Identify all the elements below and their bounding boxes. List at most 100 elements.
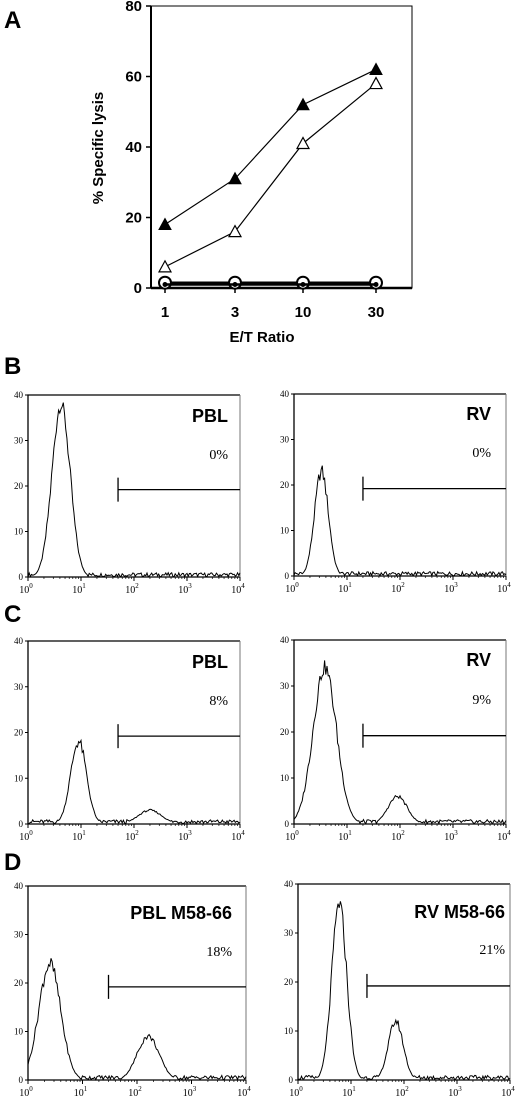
panel-label-b: B (4, 353, 21, 380)
histogram-x-tick-label: 101 (342, 1085, 356, 1099)
panel-label-d: D (4, 849, 21, 876)
lysis-plot-frame (150, 5, 413, 289)
lysis-point-filled-triangle (369, 62, 383, 75)
histogram-x-tick-label: 103 (444, 829, 458, 843)
histogram-percent: 21% (479, 943, 505, 958)
histogram-x-tick-label: 100 (19, 1085, 33, 1099)
histogram-x-tick-label: 101 (74, 1085, 88, 1099)
lysis-series-line (164, 68, 377, 226)
histogram-y-tick-label: 40 (280, 635, 290, 645)
histogram-title: PBL (192, 406, 228, 426)
histogram-y-tick-label: 10 (14, 1027, 24, 1037)
histogram-x-tick-label: 104 (231, 829, 245, 843)
histogram-y-tick-label: 40 (14, 881, 24, 891)
lysis-series (157, 62, 384, 290)
lysis-point-filled-circle (232, 281, 238, 287)
histogram-x-tick-label: 103 (178, 829, 192, 843)
lysis-series-line (164, 83, 377, 268)
lysis-y-tick-label: 60 (125, 69, 142, 86)
histogram-x-tick-label: 104 (231, 582, 245, 596)
histogram-y-tick-label: 0 (19, 1075, 24, 1085)
histogram-y-tick-label: 30 (280, 435, 290, 445)
histogram-x-tick-label: 100 (289, 1085, 303, 1099)
lysis-y-tick-label: 0 (134, 280, 142, 297)
histogram-b-pbl: 0 10 20 30 40 100 101 102 103 104 PBL 0% (14, 390, 245, 596)
lysis-point-filled-triangle (158, 217, 172, 231)
histogram-y-tick-label: 0 (19, 572, 24, 582)
histogram-y-tick-label: 0 (19, 819, 24, 829)
histogram-percent: 8% (209, 694, 228, 709)
histogram-y-tick-label: 20 (14, 978, 24, 988)
lysis-point-filled-circle (300, 281, 306, 287)
histogram-c-pbl: 0 10 20 30 40 100 101 102 103 104 PBL 8% (14, 636, 245, 843)
lysis-y-axis-label: % Specific lysis (90, 92, 107, 205)
histogram-percent: 0% (472, 446, 491, 461)
histogram-title: RV (466, 650, 491, 670)
histogram-x-tick-label: 103 (444, 581, 458, 595)
histogram-x-tick-label: 104 (237, 1085, 251, 1099)
histogram-x-tick-label: 100 (285, 829, 299, 843)
lysis-x-tick-label: 30 (368, 304, 385, 321)
lysis-point-filled-triangle (296, 97, 310, 111)
histogram-y-tick-label: 30 (280, 681, 290, 691)
lysis-y-tick-label: 80 (125, 0, 142, 15)
histogram-trace (27, 738, 241, 825)
histogram-x-tick-label: 102 (391, 581, 405, 595)
panel-label-a: A (4, 7, 21, 34)
histogram-title: RV M58-66 (414, 902, 505, 922)
histogram-d-pbl-m58-66: 0 10 20 30 40 100 101 102 103 104 PBL M58-66 18% (14, 881, 251, 1099)
histogram-x-tick-label: 103 (448, 1085, 462, 1099)
histogram-trace (27, 958, 247, 1081)
histogram-x-tick-label: 101 (338, 581, 352, 595)
lysis-y-tick-label: 20 (125, 210, 142, 227)
histogram-y-tick-label: 10 (14, 527, 24, 537)
histogram-y-tick-label: 0 (285, 819, 290, 829)
histogram-x-tick-label: 102 (125, 829, 139, 843)
histogram-d-rv-m58-66: 0 10 20 30 40 100 101 102 103 104 RV M58-66 21% (284, 879, 515, 1099)
lysis-x-tick-label: 3 (231, 304, 239, 321)
histogram-x-tick-label: 101 (72, 829, 86, 843)
histogram-x-tick-label: 102 (128, 1085, 142, 1099)
histogram-x-tick-label: 102 (391, 829, 405, 843)
histogram-y-tick-label: 20 (280, 480, 290, 490)
lysis-point-open-triangle (295, 136, 311, 150)
lysis-point-filled-circle (162, 281, 168, 287)
lysis-x-axis-label: E/T Ratio (229, 329, 294, 346)
lysis-point-open-triangle (227, 224, 243, 238)
histogram-y-tick-label: 40 (14, 390, 24, 400)
lysis-y-tick-label: 40 (125, 139, 142, 156)
histogram-x-tick-label: 104 (497, 581, 511, 595)
lysis-point-open-triangle (368, 76, 384, 90)
histogram-x-tick-label: 101 (338, 829, 352, 843)
histogram-title: PBL (192, 652, 228, 672)
histogram-y-tick-label: 10 (14, 773, 24, 783)
histogram-trace (297, 901, 511, 1081)
lysis-ticks: 0 20 40 60 80 1 3 10 30 (125, 0, 384, 321)
histogram-y-tick-label: 20 (14, 728, 24, 738)
histogram-y-tick-label: 10 (284, 1026, 294, 1036)
histogram-y-tick-label: 20 (280, 727, 290, 737)
histogram-b-rv: 0 10 20 30 40 100 101 102 103 104 RV 0% (280, 389, 511, 595)
histogram-y-tick-label: 30 (14, 930, 24, 940)
histogram-y-tick-label: 30 (14, 682, 24, 692)
histogram-title: RV (466, 404, 491, 424)
lysis-x-tick-label: 10 (295, 304, 312, 321)
panel-label-c: C (4, 601, 21, 628)
histogram-y-tick-label: 40 (284, 879, 294, 889)
histogram-c-rv: 0 10 20 30 40 100 101 102 103 104 RV 9% (280, 635, 511, 843)
histogram-y-tick-label: 30 (14, 436, 24, 446)
lysis-point-filled-triangle (228, 171, 242, 185)
histogram-y-tick-label: 40 (280, 389, 290, 399)
histogram-x-tick-label: 100 (19, 582, 33, 596)
lysis-point-filled-circle (373, 281, 379, 287)
histogram-x-tick-label: 100 (285, 581, 299, 595)
histogram-x-tick-label: 102 (125, 582, 139, 596)
histogram-y-tick-label: 20 (284, 977, 294, 987)
histogram-y-tick-label: 10 (280, 773, 290, 783)
histogram-x-tick-label: 103 (178, 582, 192, 596)
histogram-y-tick-label: 0 (285, 571, 290, 581)
histogram-x-tick-label: 104 (497, 829, 511, 843)
histogram-title: PBL M58-66 (130, 903, 232, 923)
histogram-y-tick-label: 20 (14, 481, 24, 491)
